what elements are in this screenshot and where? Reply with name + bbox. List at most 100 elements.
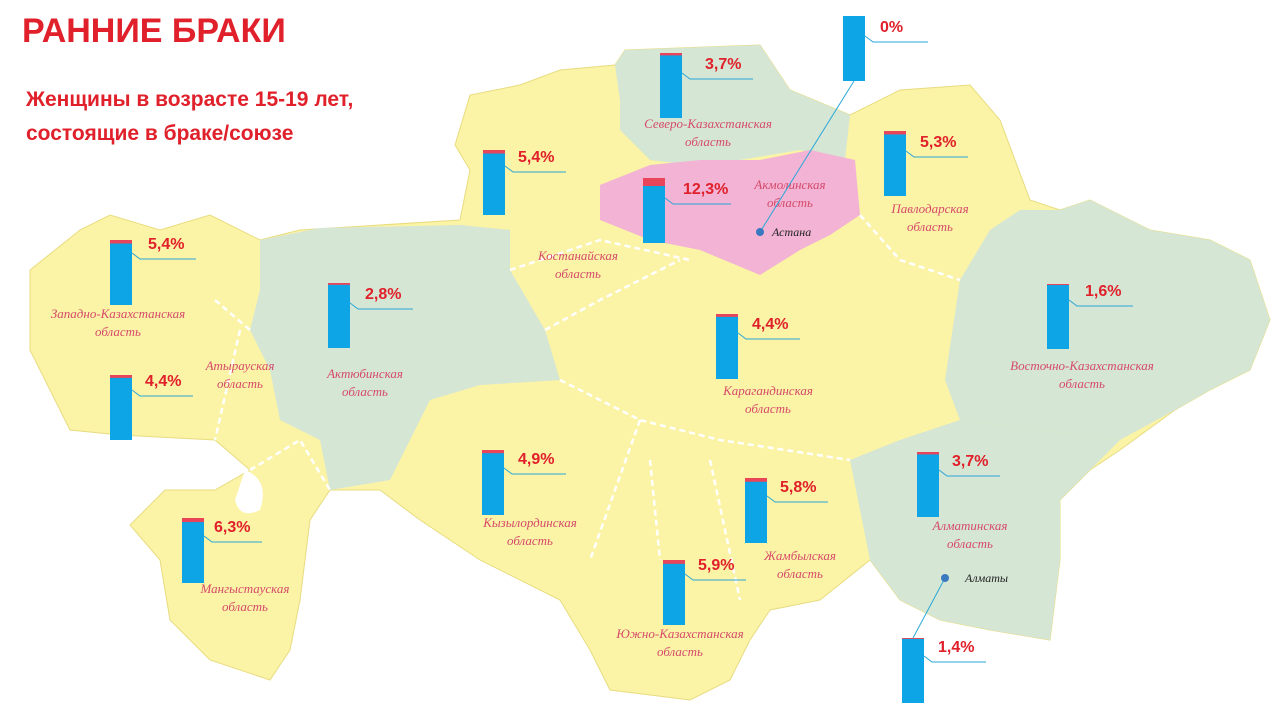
indicator-value bbox=[1047, 284, 1069, 286]
region-name: область bbox=[745, 401, 791, 416]
label-leader bbox=[203, 535, 262, 543]
indicator-value bbox=[482, 450, 504, 454]
indicator-value bbox=[884, 131, 906, 135]
subtitle: состоящие в браке/союзе bbox=[26, 122, 293, 145]
indicator-value bbox=[660, 53, 682, 56]
value-label: 5,3% bbox=[920, 134, 956, 151]
value-label: 6,3% bbox=[214, 519, 250, 536]
region-name: Алматинская bbox=[932, 518, 1008, 533]
region-east bbox=[945, 200, 1270, 440]
region-name: Северо-Казахстанская bbox=[644, 116, 772, 131]
region-name: Атырауская bbox=[205, 358, 275, 373]
label-leader bbox=[905, 150, 968, 158]
indicator-bar bbox=[745, 478, 767, 543]
value-label: 0% bbox=[880, 19, 903, 36]
region-name: область bbox=[767, 195, 813, 210]
region-name: область bbox=[507, 533, 553, 548]
indicator-value bbox=[483, 150, 505, 154]
indicator-value bbox=[110, 240, 132, 244]
value-label: 2,8% bbox=[365, 286, 401, 303]
region-name: область bbox=[95, 324, 141, 339]
city-leader bbox=[912, 577, 946, 639]
value-label: 3,7% bbox=[952, 453, 988, 470]
indicator-value bbox=[716, 314, 738, 317]
indicator-bar bbox=[660, 53, 682, 118]
indicator-value bbox=[110, 375, 132, 378]
region-name: область bbox=[777, 566, 823, 581]
value-label: 4,9% bbox=[518, 451, 554, 468]
indicator-bar bbox=[663, 560, 685, 625]
subtitle: Женщины в возрасте 15-19 лет, bbox=[25, 88, 353, 111]
region-name: Мангыстауская bbox=[200, 581, 290, 596]
value-label: 4,4% bbox=[752, 316, 788, 333]
indicator-value bbox=[917, 452, 939, 455]
indicator-bar bbox=[182, 518, 204, 583]
label-leader bbox=[664, 197, 731, 205]
value-label: 3,7% bbox=[705, 56, 741, 73]
city-leader bbox=[759, 80, 855, 233]
value-label: 5,9% bbox=[698, 557, 734, 574]
value-label: 12,3% bbox=[683, 181, 728, 198]
region-borders bbox=[213, 214, 961, 601]
label-leader bbox=[1068, 299, 1133, 307]
indicator-bar bbox=[483, 150, 505, 215]
label-leader bbox=[681, 72, 753, 80]
label-leader bbox=[684, 573, 746, 581]
region-name: область bbox=[947, 536, 993, 551]
region-name: Актюбинская bbox=[326, 366, 403, 381]
region-name: область bbox=[217, 376, 263, 391]
indicator-value bbox=[663, 560, 685, 564]
indicator-bar bbox=[328, 283, 350, 348]
indicator-bar bbox=[902, 638, 924, 703]
indicator-value bbox=[745, 478, 767, 482]
region-name: область bbox=[657, 644, 703, 659]
region-name: Западно-Казахстанская bbox=[51, 306, 185, 321]
indicator-bar bbox=[110, 375, 132, 440]
indicator-bar bbox=[643, 178, 665, 243]
label-leader bbox=[131, 252, 196, 260]
city-name: Астана bbox=[771, 225, 811, 239]
region-aktobe bbox=[250, 225, 560, 490]
caspian-bay bbox=[235, 470, 263, 514]
value-label: 5,4% bbox=[518, 149, 554, 166]
region-name: Жамбылская bbox=[763, 548, 836, 563]
label-leader bbox=[766, 495, 828, 503]
value-label: 5,4% bbox=[148, 236, 184, 253]
indicator-bar bbox=[1047, 284, 1069, 349]
title: РАННИЕ БРАКИ bbox=[22, 12, 286, 50]
region-name: Восточно-Казахстанская bbox=[1010, 358, 1154, 373]
region-name: Кызылординская bbox=[482, 515, 577, 530]
indicator-bar bbox=[110, 240, 132, 305]
label-leader bbox=[923, 655, 986, 663]
city-name: Алматы bbox=[964, 571, 1008, 585]
region-name: Южно-Казахстанская bbox=[615, 626, 743, 641]
indicator-bar bbox=[482, 450, 504, 515]
indicator-bar bbox=[716, 314, 738, 379]
region-name: область bbox=[555, 266, 601, 281]
city-dot bbox=[756, 228, 764, 236]
region-name: область bbox=[685, 134, 731, 149]
label-leader bbox=[131, 389, 193, 397]
label-leader bbox=[737, 332, 800, 340]
indicator-value bbox=[328, 283, 350, 285]
indicator-value bbox=[182, 518, 204, 523]
label-leader bbox=[864, 35, 928, 43]
region-name: область bbox=[222, 599, 268, 614]
region-name: область bbox=[1059, 376, 1105, 391]
indicator-bar bbox=[843, 16, 865, 81]
region-name: Карагандинская bbox=[722, 383, 813, 398]
value-label: 1,6% bbox=[1085, 283, 1121, 300]
value-label: 1,4% bbox=[938, 639, 974, 656]
region-name: область bbox=[907, 219, 953, 234]
label-leader bbox=[349, 302, 413, 310]
label-leader bbox=[503, 467, 566, 475]
indicator-value bbox=[643, 178, 665, 186]
indicator-bar bbox=[917, 452, 939, 517]
value-label: 5,8% bbox=[780, 479, 816, 496]
region-name: область bbox=[342, 384, 388, 399]
region-name: Костанайская bbox=[537, 248, 618, 263]
indicator-value bbox=[902, 638, 924, 639]
indicator-bar bbox=[884, 131, 906, 196]
indicators: 5,4% Западно-Казахстанская область 4,4% Атыр… bbox=[51, 16, 1154, 703]
